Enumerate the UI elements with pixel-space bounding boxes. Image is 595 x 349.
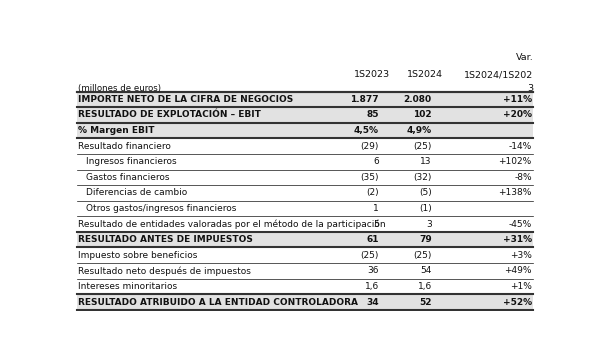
Bar	[77, 123, 533, 138]
Text: (millones de euros): (millones de euros)	[78, 83, 161, 92]
Text: +138%: +138%	[499, 188, 532, 198]
Bar	[77, 294, 533, 310]
Text: 1,6: 1,6	[365, 282, 379, 291]
Text: 52: 52	[419, 297, 432, 306]
Text: 5: 5	[373, 220, 379, 229]
Text: 36: 36	[367, 266, 379, 275]
Text: 61: 61	[366, 235, 379, 244]
Text: 4,5%: 4,5%	[353, 126, 379, 135]
Text: (5): (5)	[419, 188, 432, 198]
Text: +3%: +3%	[510, 251, 532, 260]
Text: Resultado financiero: Resultado financiero	[78, 142, 171, 151]
Text: +49%: +49%	[505, 266, 532, 275]
Text: Var.: Var.	[515, 53, 533, 62]
Bar	[77, 279, 533, 294]
Text: 4,9%: 4,9%	[406, 126, 432, 135]
Text: -8%: -8%	[514, 173, 532, 182]
Text: Ingresos financieros: Ingresos financieros	[86, 157, 177, 166]
Bar	[77, 185, 533, 201]
Bar	[77, 232, 533, 247]
Text: Intereses minoritarios: Intereses minoritarios	[78, 282, 177, 291]
Text: 34: 34	[366, 297, 379, 306]
Text: 1S2024/1S202: 1S2024/1S202	[464, 70, 533, 79]
Text: RESULTADO ATRIBUIDO A LA ENTIDAD CONTROLADORA: RESULTADO ATRIBUIDO A LA ENTIDAD CONTROL…	[78, 297, 358, 306]
Text: 1.877: 1.877	[350, 95, 379, 104]
Text: +20%: +20%	[503, 111, 532, 119]
Text: (25): (25)	[414, 251, 432, 260]
Bar	[77, 154, 533, 170]
Text: +102%: +102%	[499, 157, 532, 166]
Text: Diferencias de cambio: Diferencias de cambio	[86, 188, 187, 198]
Text: -14%: -14%	[509, 142, 532, 151]
Text: (29): (29)	[361, 142, 379, 151]
Text: Otros gastos/ingresos financieros: Otros gastos/ingresos financieros	[86, 204, 237, 213]
Text: -45%: -45%	[509, 220, 532, 229]
Text: 13: 13	[420, 157, 432, 166]
Text: 1S2023: 1S2023	[354, 70, 390, 79]
Text: 1,6: 1,6	[418, 282, 432, 291]
Bar	[77, 247, 533, 263]
Text: +1%: +1%	[510, 282, 532, 291]
Text: 54: 54	[421, 266, 432, 275]
Text: 79: 79	[419, 235, 432, 244]
Text: +31%: +31%	[503, 235, 532, 244]
Bar	[77, 138, 533, 154]
Text: 3: 3	[527, 83, 533, 92]
Text: Resultado de entidades valoradas por el método de la participación: Resultado de entidades valoradas por el …	[78, 219, 386, 229]
Text: 1S2024: 1S2024	[407, 70, 443, 79]
Text: +52%: +52%	[503, 297, 532, 306]
Text: 3: 3	[426, 220, 432, 229]
Text: +11%: +11%	[503, 95, 532, 104]
Text: Impuesto sobre beneficios: Impuesto sobre beneficios	[78, 251, 198, 260]
Bar	[77, 216, 533, 232]
Text: Gastos financieros: Gastos financieros	[86, 173, 170, 182]
Text: (32): (32)	[414, 173, 432, 182]
Text: 102: 102	[413, 111, 432, 119]
Text: IMPORTE NETO DE LA CIFRA DE NEGOCIOS: IMPORTE NETO DE LA CIFRA DE NEGOCIOS	[78, 95, 293, 104]
Text: % Margen EBIT: % Margen EBIT	[78, 126, 155, 135]
Text: RESULTADO DE EXPLOTACIÓN – EBIT: RESULTADO DE EXPLOTACIÓN – EBIT	[78, 111, 261, 119]
Bar	[77, 170, 533, 185]
Bar	[77, 91, 533, 107]
Text: (25): (25)	[414, 142, 432, 151]
Text: Resultado neto después de impuestos: Resultado neto después de impuestos	[78, 266, 251, 276]
Text: 2.080: 2.080	[403, 95, 432, 104]
Text: (2): (2)	[366, 188, 379, 198]
Text: (1): (1)	[419, 204, 432, 213]
Bar	[77, 201, 533, 216]
Bar	[77, 107, 533, 123]
Bar	[77, 263, 533, 279]
Text: 6: 6	[373, 157, 379, 166]
Text: (35): (35)	[360, 173, 379, 182]
Text: RESULTADO ANTES DE IMPUESTOS: RESULTADO ANTES DE IMPUESTOS	[78, 235, 253, 244]
Text: 1: 1	[373, 204, 379, 213]
Text: (25): (25)	[361, 251, 379, 260]
Text: 85: 85	[366, 111, 379, 119]
